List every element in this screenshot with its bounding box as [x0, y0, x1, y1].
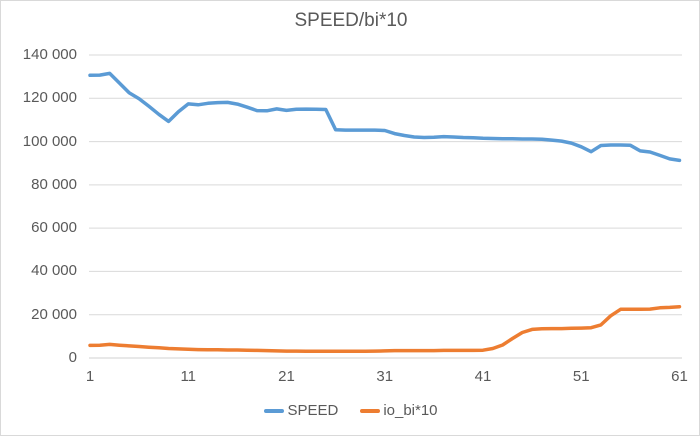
x-axis-tick-label: 1 — [85, 368, 95, 385]
legend-swatch-io-bi — [360, 408, 381, 413]
x-axis-tick-label: 21 — [278, 368, 295, 385]
y-axis-tick-label: 20 000 — [31, 305, 77, 323]
legend-item-io-bi: io_bi*10 — [360, 402, 438, 419]
series-line-speed — [88, 71, 682, 163]
chart-title: SPEED/bi*10 — [294, 10, 408, 31]
x-axis-tick-label: 51 — [572, 368, 590, 385]
x-axis-tick-label: 31 — [376, 368, 394, 385]
y-axis-tick-label: 0 — [68, 349, 77, 366]
x-axis-tick-label: 61 — [671, 368, 688, 385]
x-axis-tick-label: 41 — [474, 368, 492, 385]
y-axis-tick-label: 80 000 — [31, 175, 77, 193]
legend: SPEED io_bi*10 — [1, 402, 699, 419]
legend-label-speed: SPEED — [287, 402, 339, 419]
series-line-io-bi-10 — [88, 304, 682, 354]
legend-item-speed: SPEED — [264, 402, 338, 419]
x-axis-tick-label: 11 — [180, 368, 197, 385]
legend-label-io-bi: io_bi*10 — [383, 402, 438, 419]
y-axis-tick-label: 60 000 — [31, 219, 77, 237]
y-axis-tick-label: 40 000 — [31, 262, 77, 280]
y-axis-tick-label: 140 000 — [22, 46, 77, 63]
y-axis-tick-label: 100 000 — [22, 132, 77, 150]
legend-swatch-speed — [264, 408, 285, 413]
y-axis-tick-label: 120 000 — [22, 89, 77, 107]
